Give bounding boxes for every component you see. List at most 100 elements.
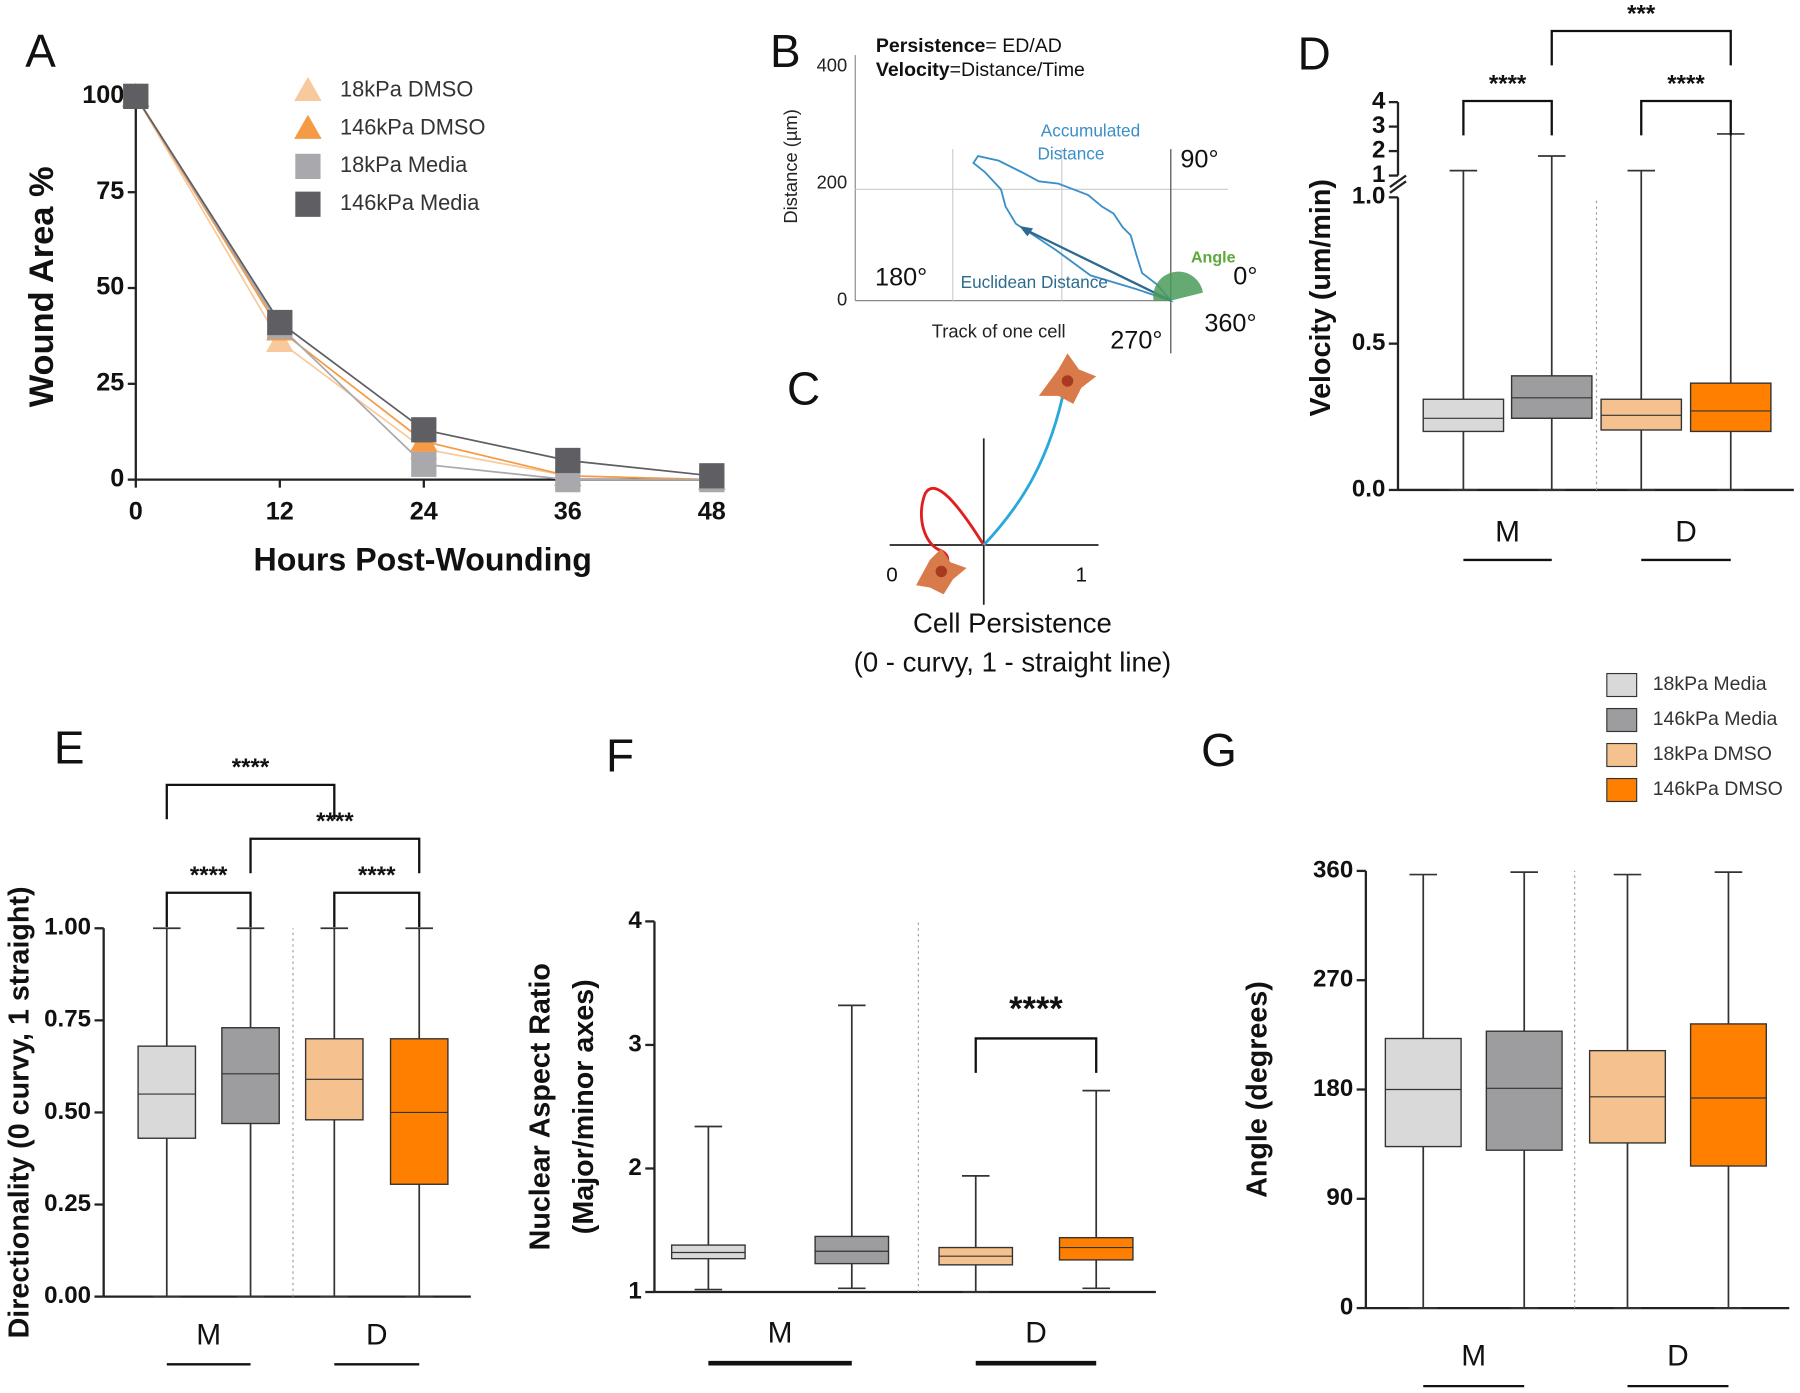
y-tick-label: 4 [1372, 87, 1386, 114]
curvy-path [920, 486, 985, 573]
legend-label: 18kPa Media [1653, 673, 1767, 695]
axis-title: Track of one cell [932, 321, 1066, 342]
angle-label: 360° [1204, 309, 1256, 337]
annotation: Distance [1038, 143, 1105, 163]
x-tick-label: 12 [266, 498, 294, 526]
angle-label: 0° [1233, 262, 1257, 290]
significance-bracket [165, 783, 336, 820]
significance-label: **** [190, 862, 228, 889]
euclidean-arrow [1024, 228, 1172, 302]
diagram-b: B Persistence= ED/AD Velocity=Distance/T… [770, 25, 1258, 354]
panel-g: G 0 90 180 270 360 Angle (degrees) M D [1201, 724, 1790, 1388]
annotation: Angle [1191, 248, 1236, 266]
legend: 18kPa Media 146kPa Media 18kPa DMSO 146kPa … [1606, 672, 1783, 803]
legend-swatch [1606, 777, 1638, 803]
y-tick-label: 1 [1372, 161, 1385, 188]
significance-label: **** [1009, 990, 1063, 1028]
diagram-c: C 0 1 Cell Persistence (0 - curvy, 1 - s… [787, 353, 1172, 678]
group-label: M [1495, 515, 1520, 548]
group-label: D [1025, 1316, 1047, 1349]
y-tick-label: 360 [1313, 856, 1353, 883]
y-tick-label: 2 [1372, 136, 1385, 163]
significance-bracket [333, 891, 421, 928]
box [137, 1045, 197, 1139]
legend-label: 18kPa DMSO [340, 76, 473, 101]
significance-bracket [1640, 99, 1732, 136]
nucleus [935, 565, 948, 578]
panel-letter: C [787, 363, 820, 415]
tick-label: 400 [817, 54, 848, 75]
angle-label: 90° [1180, 145, 1218, 173]
y-tick-label: 50 [96, 273, 124, 301]
legend-marker [295, 191, 321, 217]
panel-a: A 0 25 50 75 100 0 12 24 36 48 Hours Post-Wounding W… [23, 25, 726, 578]
box [670, 1244, 746, 1260]
y-tick-label: 3 [1372, 112, 1385, 139]
group-label: D [1667, 1339, 1689, 1372]
legend-swatch [1606, 742, 1638, 768]
significance-label: **** [232, 754, 270, 781]
box [1058, 1236, 1134, 1261]
legend-marker [294, 114, 322, 139]
marker [411, 417, 437, 443]
axis-title: Distance (µm) [780, 109, 801, 224]
legend-label: 146kPa Media [340, 190, 480, 215]
x-axis-title: Hours Post-Wounding [254, 542, 592, 578]
significance-label: **** [1667, 70, 1705, 97]
axis-break [1389, 180, 1407, 194]
panel-letter: B [770, 25, 801, 77]
marker [123, 83, 149, 110]
marker [555, 447, 581, 474]
straight-path [982, 384, 1067, 547]
marker [411, 451, 437, 477]
panel-e: E 0.00 0.25 0.50 0.75 1.00 Directionality (0 c… [4, 722, 471, 1366]
legend-marker [295, 153, 321, 180]
arrow-head [1019, 226, 1034, 237]
y-axis-title: Nuclear Aspect Ratio [525, 963, 557, 1250]
x-tick-label: 36 [554, 498, 582, 526]
box [1384, 1037, 1462, 1148]
box [389, 1038, 449, 1185]
significance-bracket [165, 891, 252, 928]
y-axis-title: Angle (degrees) [1242, 981, 1274, 1198]
annotation: Euclidean Distance [961, 272, 1108, 292]
y-tick-label: 1.0 [1352, 183, 1385, 210]
legend-label: 18kPa Media [340, 152, 468, 177]
y-tick-label: 1.00 [44, 914, 91, 941]
formula: Velocity=Distance/Time [876, 59, 1085, 81]
x-tick-label: 0 [129, 498, 143, 526]
y-tick-label: 1 [628, 1277, 641, 1304]
legend-label: 146kPa DMSO [340, 114, 485, 139]
significance-bracket [1462, 99, 1553, 136]
formula-term: Persistence [876, 35, 986, 57]
axis-label: 1 [1076, 563, 1087, 586]
significance-bracket [1550, 29, 1732, 66]
box [814, 1235, 890, 1265]
y-tick-label: 0.50 [44, 1098, 91, 1125]
y-tick-label: 2 [628, 1154, 641, 1181]
group-label: D [1675, 515, 1697, 548]
y-tick-label: 3 [628, 1030, 641, 1057]
y-tick-label: 0.5 [1352, 329, 1385, 356]
box [1485, 1030, 1563, 1151]
y-tick-label: 0 [1340, 1293, 1353, 1320]
significance-bracket [249, 837, 421, 874]
significance-label: *** [1627, 0, 1656, 27]
y-tick-label: 0.25 [44, 1190, 91, 1217]
significance-bracket [974, 1037, 1098, 1073]
caption: (0 - curvy, 1 - straight line) [854, 647, 1172, 678]
panel-letter: D [1298, 27, 1331, 79]
y-axis-title: (Major/minor axes) [568, 979, 600, 1234]
box [1600, 398, 1683, 431]
axis-label: 0 [886, 563, 897, 586]
y-tick-label: 100 [82, 81, 124, 109]
panel-letter: E [54, 722, 85, 774]
significance-label: **** [1489, 70, 1527, 97]
box [1689, 1023, 1768, 1167]
marker [267, 309, 293, 336]
marker [699, 463, 725, 489]
caption: Cell Persistence [913, 608, 1112, 639]
group-label: M [1461, 1339, 1486, 1372]
